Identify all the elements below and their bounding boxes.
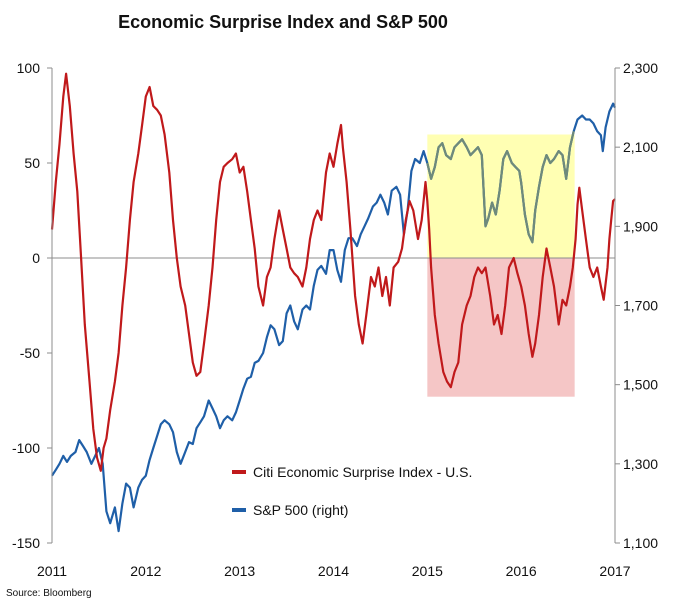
right-axis-ticks: 2,300 2,100 1,900 1,700 1,500 1,300 1,100 <box>615 60 658 551</box>
legend-label-sp500: S&P 500 (right) <box>253 502 348 518</box>
left-axis-ticks: 100 50 0 -50 -100 -150 <box>12 60 52 551</box>
source-note: Source: Bloomberg <box>6 588 92 599</box>
x-tick-label: 2011 <box>37 563 67 579</box>
x-tick-label: 2015 <box>412 563 443 579</box>
left-tick-label: 100 <box>17 60 41 76</box>
left-tick-label: -100 <box>12 440 40 456</box>
x-tick-label: 2014 <box>318 563 349 579</box>
series-line-sp500-highlighted <box>426 131 575 244</box>
series-line-surprise-index <box>50 72 616 472</box>
legend-label-surprise-index: Citi Economic Surprise Index - U.S. <box>253 464 472 480</box>
x-tick-label: 2013 <box>224 563 255 579</box>
left-tick-label: -150 <box>12 535 40 551</box>
right-tick-label: 1,700 <box>623 298 658 314</box>
right-tick-label: 1,500 <box>623 377 658 393</box>
x-axis-ticks: 2011 2012 2013 2014 2015 2016 2017 <box>37 563 631 579</box>
left-tick-label: 50 <box>24 155 40 171</box>
left-tick-label: 0 <box>32 250 40 266</box>
x-tick-label: 2012 <box>130 563 161 579</box>
right-tick-label: 1,300 <box>623 456 658 472</box>
right-tick-label: 2,300 <box>623 60 658 76</box>
chart-title: Economic Surprise Index and S&P 500 <box>118 12 448 32</box>
right-tick-label: 1,900 <box>623 218 658 234</box>
highlight-box-0 <box>427 134 575 258</box>
x-tick-label: 2017 <box>599 563 630 579</box>
x-tick-label: 2016 <box>506 563 537 579</box>
left-tick-label: -50 <box>20 345 40 361</box>
right-tick-label: 2,100 <box>623 139 658 155</box>
series-layer <box>50 72 616 533</box>
right-tick-label: 1,100 <box>623 535 658 551</box>
legend: Citi Economic Surprise Index - U.S. S&P … <box>232 464 472 518</box>
